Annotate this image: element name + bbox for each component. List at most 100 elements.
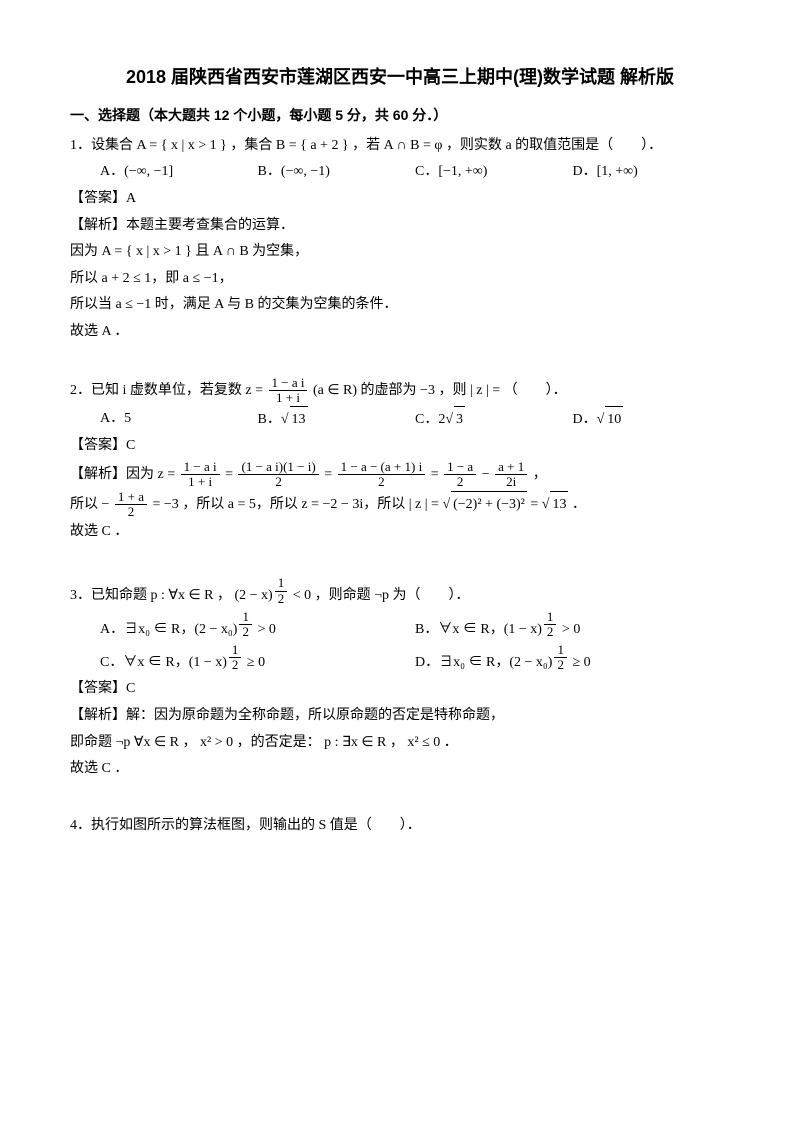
q1-explain-2: 因为 A = { x | x > 1 } 且 A ∩ B 为空集， <box>70 239 730 266</box>
q2-optA: A．5 <box>100 406 258 434</box>
question-1: 1．设集合 A = { x | x > 1 } ，集合 B = { a + 2 … <box>70 133 730 160</box>
t: −3 <box>420 383 435 398</box>
t: 解：因为原命题为全称命题，所以原命题的否定是特称命题， <box>126 708 504 723</box>
t: | z | = <box>409 497 443 512</box>
v: ≥ 0 <box>243 655 265 670</box>
explain-label: 【解析】 <box>70 218 126 233</box>
l: 【答案】 <box>70 438 126 453</box>
t: ，所以 a = 5，所以 z = −2 − 3i，所以 <box>182 497 408 512</box>
q3-optC: C．∀x ∈ R，(1 − x)12 ≥ 0 <box>100 643 415 676</box>
f: 1 − a − (a + 1) i2 <box>338 460 426 490</box>
page-title: 2018 届陕西省西安市莲湖区西安一中高三上期中(理)数学试题 解析版 <box>70 60 730 94</box>
t: z = <box>158 467 176 482</box>
t: ，则命题 <box>315 588 375 603</box>
v: ∀x ∈ R <box>123 655 174 670</box>
n: 1 − a <box>444 460 476 475</box>
f: (1 − a i)(1 − i)2 <box>238 460 318 490</box>
v: > 0 <box>558 621 580 636</box>
v: > 0 <box>254 621 276 636</box>
q1-optA-val: (−∞, −1] <box>124 164 173 179</box>
q1-optD: D．[1, +∞) <box>573 159 731 186</box>
v: 13 <box>550 491 568 519</box>
v: 5 <box>124 411 131 426</box>
t: 为空集， <box>252 244 308 259</box>
t: A ∩ B <box>213 244 249 259</box>
v: ∀x ∈ R <box>438 621 489 636</box>
q1-optB: B．(−∞, −1) <box>258 159 416 186</box>
f: 1 − a i1 + i <box>181 460 220 490</box>
l: 【解析】 <box>70 467 126 482</box>
t: p : ∀x ∈ R <box>151 588 214 603</box>
d: 2 <box>444 475 476 489</box>
q3-explain-2: 即命题 ¬p ∀x ∈ R ， x² > 0 ，的否定是： p : ∃x ∈ R… <box>70 730 730 757</box>
q1-options: A．(−∞, −1] B．(−∞, −1) C．[−1, +∞) D．[1, +… <box>70 159 730 186</box>
t: 即命题 <box>70 735 116 750</box>
v: C <box>126 681 135 696</box>
t: ． <box>572 497 586 512</box>
q1-stem-pre: 1．设集合 <box>70 138 137 153</box>
q1-setA: A = { x | x > 1 } <box>137 138 227 153</box>
question-2: 2．已知 i 虚数单位，若复数 z = 1 − a i1 + i (a ∈ R)… <box>70 376 730 406</box>
v: C <box>126 438 135 453</box>
v: ∃x₀ ∈ R <box>124 621 180 636</box>
d: 1 + i <box>181 475 220 489</box>
n: a + 1 <box>495 460 527 475</box>
t: ¬p ∀x ∈ R <box>116 735 180 750</box>
v: (1 − x) <box>189 655 227 670</box>
d: 2 <box>238 475 318 489</box>
q1-mid1: ，集合 <box>230 138 276 153</box>
t: （ ）． <box>504 383 567 398</box>
n: 1 − a − (a + 1) i <box>338 460 426 475</box>
t: x² > 0 <box>200 735 233 750</box>
q2-answer: 【答案】C <box>70 433 730 460</box>
t: ，的否定是： <box>237 735 321 750</box>
q2-frac: 1 − a i1 + i <box>269 376 308 406</box>
q3-explain-1: 【解析】解：因为原命题为全称命题，所以原命题的否定是特称命题， <box>70 703 730 730</box>
v: ∃x₀ ∈ R <box>439 655 495 670</box>
t: − <box>482 467 493 482</box>
f: 1 − a2 <box>444 460 476 490</box>
t: 的虚部为 <box>361 383 421 398</box>
t: (2 − x) <box>235 588 273 603</box>
q2-options: A．5 B．√13 C．2√3 D．√10 <box>70 406 730 434</box>
t: A = { x | x > 1 } <box>102 244 192 259</box>
q1-optB-val: (−∞, −1) <box>281 164 330 179</box>
t: − <box>102 497 110 512</box>
t: 所以 <box>70 497 102 512</box>
t: (a ∈ R) <box>313 383 357 398</box>
q2-optB: B．√13 <box>258 406 416 434</box>
v: (−2)² + (−3)² <box>451 491 527 519</box>
f: 1 + a2 <box>115 490 147 520</box>
t: < 0 <box>293 588 311 603</box>
section-heading: 一、选择题（本大题共 12 个小题，每小题 5 分，共 60 分．） <box>70 102 730 129</box>
answer-label: 【答案】 <box>70 191 126 206</box>
q1-optA: A．(−∞, −1] <box>100 159 258 186</box>
f: a + 12i <box>495 460 527 490</box>
t: | z | = <box>470 383 500 398</box>
q1-answer: 【答案】A <box>70 186 730 213</box>
v: (2 − x₀) <box>509 655 552 670</box>
t: ， <box>533 467 547 482</box>
v: 3 <box>454 406 465 434</box>
q3-options: A．∃x₀ ∈ R，(2 − x₀)12 > 0 B．∀x ∈ R，(1 − x… <box>70 610 730 677</box>
v: 13 <box>290 406 308 434</box>
q1-ans-val: A <box>126 191 136 206</box>
t: = <box>530 497 541 512</box>
t: = −3 <box>153 497 179 512</box>
q2-optD: D．√10 <box>573 406 731 434</box>
q1-exp1: 本题主要考查集合的运算． <box>126 218 294 233</box>
q2-stem-pre: 2．已知 i 虚数单位，若复数 <box>70 383 245 398</box>
q2-optC: C．2√3 <box>415 406 573 434</box>
q2-explain-2: 所以 − 1 + a2 = −3 ，所以 a = 5，所以 z = −2 − 3… <box>70 490 730 520</box>
v: (1 − x) <box>504 621 542 636</box>
n: 1 − a i <box>181 460 220 475</box>
d: 2 <box>338 475 426 489</box>
q1-optD-val: [1, +∞) <box>597 164 638 179</box>
q1-tail: 的取值范围是（ ）． <box>515 138 662 153</box>
v: 10 <box>605 406 623 434</box>
q1-setB: B = { a + 2 } <box>276 138 349 153</box>
d: 2i <box>495 475 527 489</box>
t: 且 <box>195 244 213 259</box>
q1-explain-3: 所以 a + 2 ≤ 1，即 a ≤ −1， <box>70 266 730 293</box>
q3-optB: B．∀x ∈ R，(1 − x)12 > 0 <box>415 610 730 643</box>
